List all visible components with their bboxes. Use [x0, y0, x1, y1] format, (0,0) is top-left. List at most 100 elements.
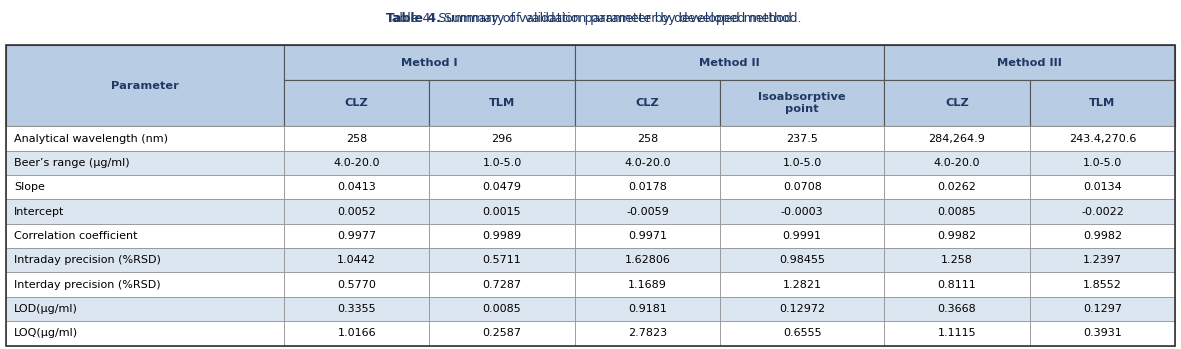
Bar [6, 297, 283, 321]
Text: 0.5711: 0.5711 [483, 255, 521, 265]
Bar [720, 273, 885, 297]
Text: 1.258: 1.258 [941, 255, 973, 265]
Bar [885, 248, 1030, 273]
Text: 0.0479: 0.0479 [483, 182, 522, 192]
Bar [1030, 273, 1175, 297]
Text: 0.0413: 0.0413 [338, 182, 376, 192]
Bar [430, 126, 575, 151]
Bar [885, 297, 1030, 321]
Bar [6, 199, 283, 224]
Text: 0.0262: 0.0262 [938, 182, 977, 192]
Text: 0.0708: 0.0708 [783, 182, 822, 192]
Bar [720, 80, 885, 126]
Text: Table 4. Summary of validation parameter by developed method.: Table 4. Summary of validation parameter… [385, 12, 796, 25]
Text: CLZ: CLZ [945, 98, 968, 108]
Bar [283, 224, 430, 248]
Bar [283, 175, 430, 199]
Bar [6, 224, 283, 248]
Text: 0.6555: 0.6555 [783, 328, 822, 338]
Text: 258: 258 [346, 134, 367, 143]
Bar [1030, 80, 1175, 126]
Bar [430, 151, 575, 175]
Bar [283, 126, 430, 151]
Text: 284,264.9: 284,264.9 [928, 134, 985, 143]
Text: Interday precision (%RSD): Interday precision (%RSD) [14, 280, 161, 290]
Text: 0.9989: 0.9989 [483, 231, 522, 241]
Text: 1.1689: 1.1689 [628, 280, 667, 290]
Text: 0.9977: 0.9977 [337, 231, 377, 241]
Bar [6, 45, 1175, 346]
Text: Method I: Method I [402, 58, 458, 68]
Text: 0.0134: 0.0134 [1083, 182, 1122, 192]
Bar [885, 175, 1030, 199]
Bar [6, 126, 283, 151]
Bar [575, 175, 720, 199]
Text: 0.12972: 0.12972 [779, 304, 826, 314]
Bar [283, 45, 575, 80]
Text: Parameter: Parameter [111, 81, 178, 91]
Text: 1.2821: 1.2821 [783, 280, 822, 290]
Text: 0.0178: 0.0178 [628, 182, 667, 192]
Text: TLM: TLM [489, 98, 515, 108]
Bar [6, 175, 283, 199]
Bar [6, 321, 283, 346]
Bar [575, 297, 720, 321]
Bar [283, 248, 430, 273]
Bar [1030, 151, 1175, 175]
Text: Correlation coefficient: Correlation coefficient [14, 231, 138, 241]
Bar [430, 273, 575, 297]
Text: 1.0-5.0: 1.0-5.0 [783, 158, 822, 168]
Text: 0.0052: 0.0052 [338, 207, 376, 217]
Text: LOD(µg/ml): LOD(µg/ml) [14, 304, 78, 314]
Text: Slope: Slope [14, 182, 45, 192]
Text: -0.0022: -0.0022 [1081, 207, 1124, 217]
Bar [575, 151, 720, 175]
Text: Analytical wavelength (nm): Analytical wavelength (nm) [14, 134, 168, 143]
Bar [720, 126, 885, 151]
Text: 0.98455: 0.98455 [779, 255, 826, 265]
Bar [430, 224, 575, 248]
Bar [720, 321, 885, 346]
Bar [575, 199, 720, 224]
Text: 0.7287: 0.7287 [483, 280, 522, 290]
Text: TLM: TLM [1089, 98, 1116, 108]
Bar [6, 273, 283, 297]
Bar [575, 80, 720, 126]
Bar [720, 224, 885, 248]
Text: 0.9971: 0.9971 [628, 231, 667, 241]
Text: 1.1115: 1.1115 [938, 328, 977, 338]
Text: -0.0059: -0.0059 [626, 207, 668, 217]
Text: 0.3931: 0.3931 [1083, 328, 1122, 338]
Text: 1.0166: 1.0166 [338, 328, 376, 338]
Bar [430, 175, 575, 199]
Bar [720, 199, 885, 224]
Text: Method II: Method II [699, 58, 759, 68]
Text: 0.2587: 0.2587 [483, 328, 522, 338]
Bar [575, 321, 720, 346]
Bar [430, 321, 575, 346]
Bar [430, 199, 575, 224]
Text: -0.0003: -0.0003 [781, 207, 823, 217]
Bar [283, 273, 430, 297]
Text: 0.3355: 0.3355 [338, 304, 376, 314]
Bar [885, 321, 1030, 346]
Text: Isoabsorptive
point: Isoabsorptive point [758, 92, 846, 114]
Text: 243.4,270.6: 243.4,270.6 [1069, 134, 1136, 143]
Text: Method III: Method III [997, 58, 1062, 68]
Text: 4.0-20.0: 4.0-20.0 [333, 158, 380, 168]
Text: CLZ: CLZ [635, 98, 659, 108]
Bar [885, 151, 1030, 175]
Text: 0.9982: 0.9982 [938, 231, 977, 241]
Text: 1.8552: 1.8552 [1083, 280, 1122, 290]
Bar [283, 321, 430, 346]
Bar [575, 248, 720, 273]
Text: 0.0085: 0.0085 [938, 207, 977, 217]
Text: Summary of validation parameter by developed method.: Summary of validation parameter by devel… [441, 12, 802, 25]
Text: 1.0-5.0: 1.0-5.0 [1083, 158, 1122, 168]
Text: 0.9982: 0.9982 [1083, 231, 1122, 241]
Bar [1030, 297, 1175, 321]
Bar [1030, 175, 1175, 199]
Bar [885, 224, 1030, 248]
Bar [283, 199, 430, 224]
Bar [6, 151, 283, 175]
